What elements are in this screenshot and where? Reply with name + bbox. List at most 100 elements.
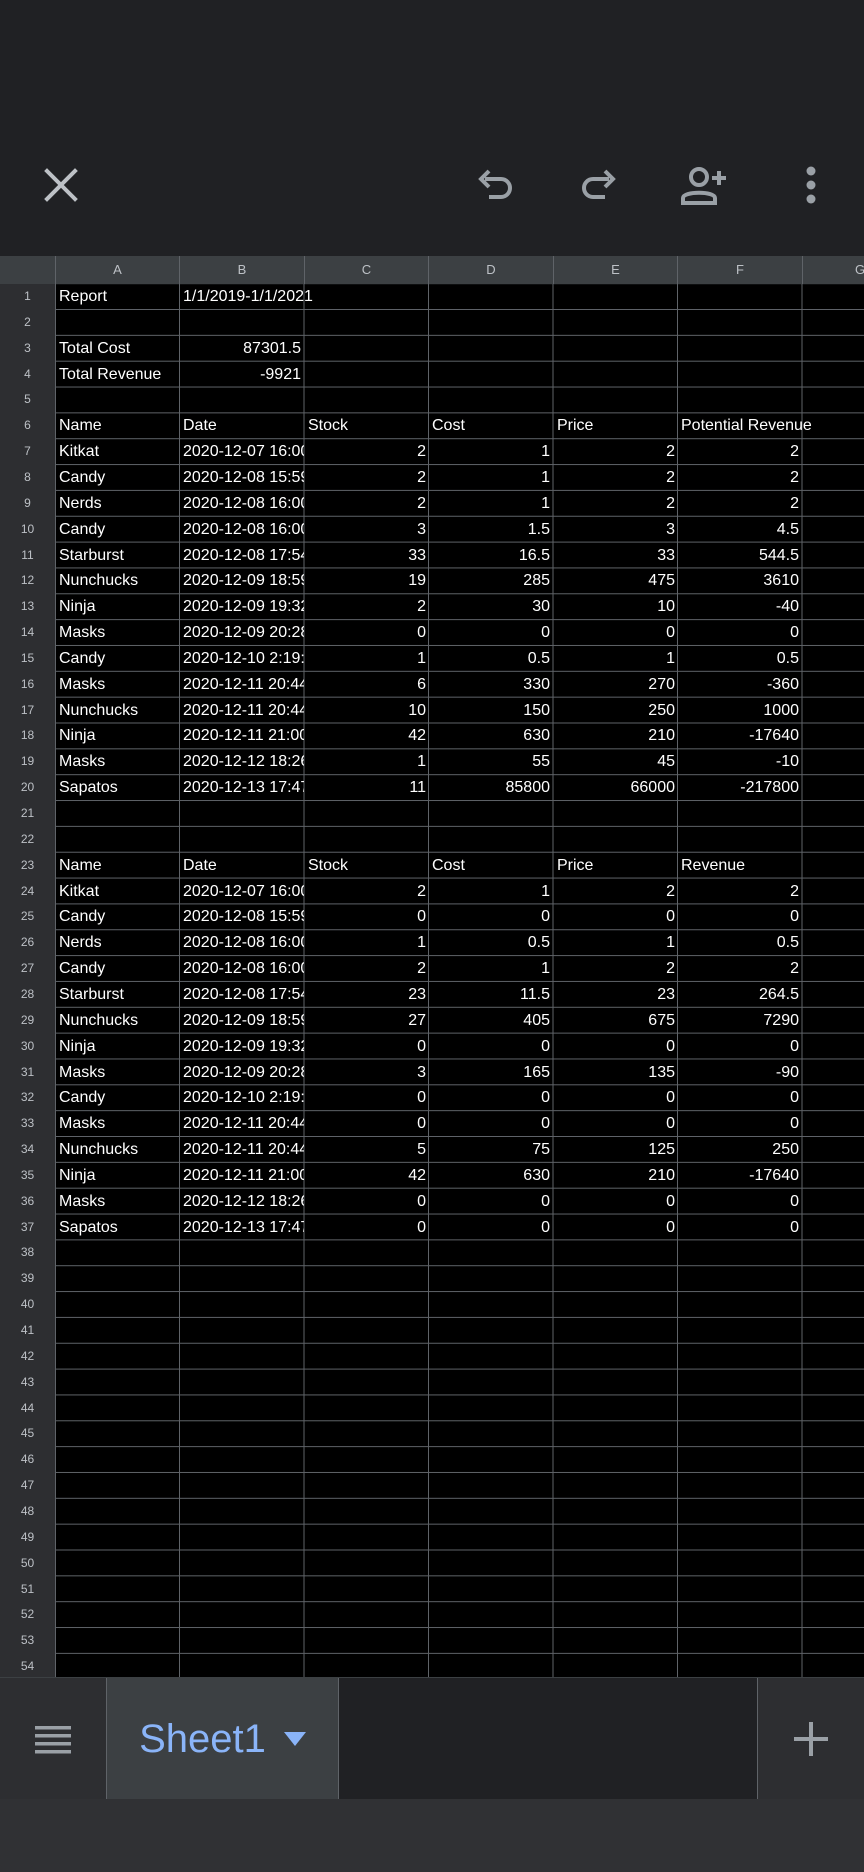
cell[interactable]: 675 — [648, 1011, 675, 1029]
cell[interactable]: Potential Revenue — [681, 417, 812, 435]
cell[interactable]: 270 — [648, 675, 675, 693]
cell[interactable]: 2020-12-11 20:44 — [183, 1115, 304, 1133]
cell[interactable]: Ninja — [59, 1037, 96, 1055]
cell[interactable]: 0 — [790, 1192, 799, 1210]
row-header[interactable]: 53 — [20, 1633, 35, 1648]
cell[interactable]: 2020-12-12 18:26 — [183, 753, 304, 771]
cell[interactable]: Stock — [308, 856, 349, 874]
cell[interactable]: 250 — [648, 701, 675, 719]
cell[interactable]: 0 — [666, 1218, 675, 1236]
cell[interactable]: Report — [59, 288, 108, 305]
cell[interactable]: Nunchucks — [59, 572, 139, 590]
cell[interactable]: 0 — [541, 1218, 550, 1236]
cell[interactable]: 264.5 — [758, 985, 799, 1003]
row-header[interactable]: 6 — [24, 418, 31, 433]
cell[interactable]: 0 — [417, 1089, 426, 1107]
cell[interactable]: 2 — [666, 443, 675, 461]
row-header[interactable]: 20 — [20, 780, 35, 795]
row-header[interactable]: 9 — [24, 495, 31, 510]
cell[interactable]: 7290 — [763, 1011, 799, 1029]
cell[interactable]: 6 — [417, 675, 426, 693]
cell[interactable]: 10 — [408, 701, 426, 719]
row-header[interactable]: 39 — [20, 1271, 35, 1286]
cell[interactable]: Masks — [59, 1192, 106, 1210]
cell[interactable]: 0 — [417, 908, 426, 926]
cell[interactable]: 3 — [417, 1063, 426, 1081]
column-header[interactable]: B — [180, 256, 305, 284]
cell[interactable]: 0.5 — [527, 649, 550, 667]
cell[interactable]: 2020-12-08 15:59 — [183, 468, 304, 486]
cell[interactable]: Total Revenue — [59, 365, 162, 383]
cell[interactable]: Date — [183, 856, 217, 874]
cell[interactable]: 10 — [657, 598, 675, 616]
cell[interactable]: 285 — [523, 572, 550, 590]
cell[interactable]: Candy — [59, 520, 106, 538]
cell[interactable]: 75 — [532, 1141, 550, 1159]
cell[interactable]: 45 — [657, 753, 675, 771]
undo-button[interactable] — [460, 150, 530, 220]
row-header[interactable]: 42 — [20, 1348, 35, 1363]
cell[interactable]: Ninja — [59, 598, 96, 616]
cell[interactable]: Nunchucks — [59, 1141, 139, 1159]
cell[interactable]: Kitkat — [59, 882, 100, 900]
cell[interactable]: 33 — [408, 546, 426, 564]
cell[interactable]: Sapatos — [59, 1218, 118, 1236]
cell[interactable]: -9921 — [260, 365, 301, 383]
cell[interactable]: 2 — [790, 960, 799, 978]
row-header[interactable]: 43 — [20, 1374, 35, 1389]
cell[interactable]: 2 — [666, 494, 675, 512]
row-header[interactable]: 48 — [20, 1503, 35, 1518]
cell[interactable]: Masks — [59, 1063, 106, 1081]
cell[interactable]: 0 — [541, 1037, 550, 1055]
row-header[interactable]: 23 — [20, 857, 35, 872]
cell[interactable]: 2 — [417, 960, 426, 978]
sheet-tab[interactable]: Sheet1 — [107, 1678, 339, 1800]
cell[interactable]: 1 — [417, 649, 426, 667]
row-header[interactable]: 16 — [20, 676, 35, 691]
more-options-button[interactable] — [776, 150, 846, 220]
row-header[interactable]: 51 — [20, 1581, 35, 1596]
cell[interactable]: Name — [59, 856, 102, 874]
column-header[interactable]: A — [56, 256, 180, 284]
cell[interactable]: 1 — [417, 753, 426, 771]
row-header[interactable]: 13 — [20, 599, 35, 614]
cell[interactable]: Masks — [59, 675, 106, 693]
cell[interactable]: 2 — [666, 468, 675, 486]
cell[interactable]: 150 — [523, 701, 550, 719]
cell[interactable]: 125 — [648, 1141, 675, 1159]
cell[interactable]: 475 — [648, 572, 675, 590]
cell[interactable]: 0 — [417, 1115, 426, 1133]
cell[interactable]: Starburst — [59, 546, 124, 564]
cell[interactable]: 11 — [409, 779, 426, 797]
cell[interactable]: Price — [557, 417, 594, 435]
cell[interactable]: 0 — [541, 1192, 550, 1210]
row-header[interactable]: 19 — [20, 754, 35, 769]
cell[interactable]: 0 — [541, 1089, 550, 1107]
cell[interactable]: 2 — [790, 468, 799, 486]
cell[interactable]: 2 — [790, 443, 799, 461]
cell[interactable]: 250 — [772, 1141, 799, 1159]
cell[interactable]: 0 — [666, 908, 675, 926]
cell[interactable]: 2 — [417, 882, 426, 900]
row-header[interactable]: 17 — [20, 702, 35, 717]
cell[interactable]: 2020-12-11 20:44 — [183, 701, 304, 719]
row-header[interactable]: 29 — [20, 1012, 35, 1027]
cell[interactable]: 4.5 — [776, 520, 799, 538]
cell[interactable]: 210 — [648, 1166, 675, 1184]
cell[interactable]: 0 — [666, 624, 675, 642]
cell[interactable]: Candy — [59, 1089, 106, 1107]
cell[interactable]: 630 — [523, 727, 550, 745]
cell[interactable]: 1 — [541, 882, 550, 900]
cell[interactable]: 0 — [666, 1192, 675, 1210]
share-button[interactable] — [670, 150, 740, 220]
cell[interactable]: 1 — [541, 443, 550, 461]
cell[interactable]: 2 — [790, 882, 799, 900]
column-header[interactable]: D — [429, 256, 554, 284]
cell[interactable]: -10 — [775, 753, 799, 771]
cell[interactable]: 0 — [541, 624, 550, 642]
cell[interactable]: Stock — [308, 417, 349, 435]
row-header[interactable]: 47 — [20, 1478, 35, 1493]
cell[interactable]: 2020-12-08 17:54 — [183, 985, 304, 1003]
cell[interactable]: Candy — [59, 468, 106, 486]
cell[interactable]: 87301.5 — [243, 339, 301, 357]
